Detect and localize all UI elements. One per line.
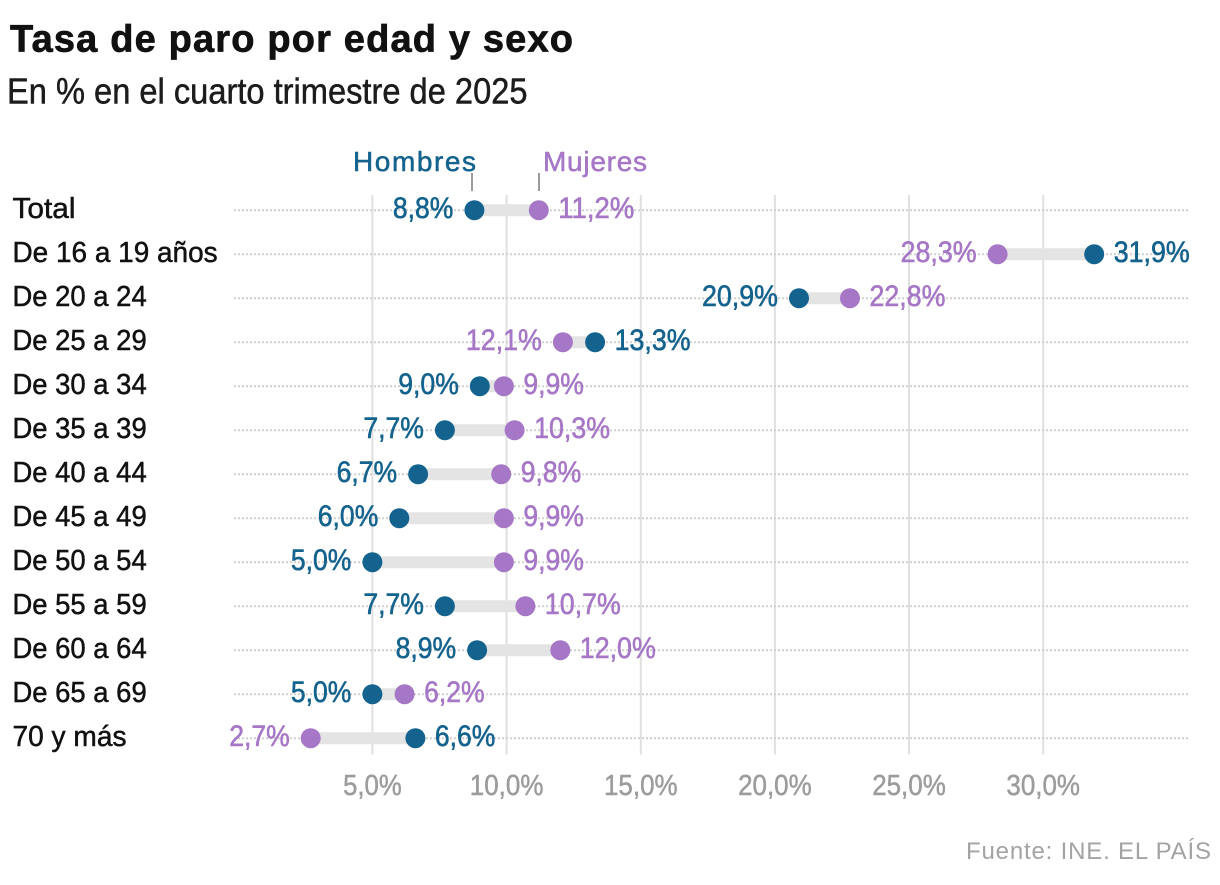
svg-text:31,9%: 31,9%	[1114, 236, 1190, 269]
svg-text:12,0%: 12,0%	[580, 632, 656, 665]
svg-text:5,0%: 5,0%	[291, 676, 352, 709]
svg-text:De 65 a 69: De 65 a 69	[13, 677, 147, 709]
svg-text:De 45 a 49: De 45 a 49	[13, 501, 147, 533]
svg-text:8,8%: 8,8%	[393, 192, 454, 225]
svg-text:13,3%: 13,3%	[615, 324, 691, 357]
svg-text:De 60 a 64: De 60 a 64	[13, 633, 147, 665]
svg-text:Hombres: Hombres	[353, 146, 476, 177]
svg-text:2,7%: 2,7%	[229, 720, 290, 753]
svg-text:9,9%: 9,9%	[523, 500, 584, 533]
svg-text:5,0%: 5,0%	[291, 544, 352, 577]
svg-text:De 35 a 39: De 35 a 39	[13, 413, 147, 445]
svg-text:En % en el cuarto trimestre de: En % en el cuarto trimestre de 2025	[7, 71, 528, 112]
svg-text:De 40 a 44: De 40 a 44	[13, 457, 147, 489]
svg-text:9,9%: 9,9%	[523, 368, 584, 401]
svg-text:22,8%: 22,8%	[870, 280, 946, 313]
svg-text:6,6%: 6,6%	[435, 720, 496, 753]
svg-text:10,3%: 10,3%	[534, 412, 610, 445]
svg-text:De 25 a 29: De 25 a 29	[13, 325, 147, 357]
svg-text:Total: Total	[13, 193, 76, 225]
svg-text:20,9%: 20,9%	[702, 280, 778, 313]
svg-text:10,0%: 10,0%	[470, 770, 544, 802]
svg-text:10,7%: 10,7%	[545, 588, 621, 621]
svg-text:Fuente: INE. EL PAÍS: Fuente: INE. EL PAÍS	[966, 838, 1211, 865]
svg-text:20,0%: 20,0%	[738, 770, 812, 802]
svg-text:6,2%: 6,2%	[424, 676, 485, 709]
svg-text:Mujeres: Mujeres	[543, 146, 647, 177]
svg-text:De 55 a 59: De 55 a 59	[13, 589, 147, 621]
svg-text:De 50 a 54: De 50 a 54	[13, 545, 147, 577]
svg-text:15,0%: 15,0%	[604, 770, 678, 802]
svg-text:De 20 a 24: De 20 a 24	[13, 281, 147, 313]
svg-text:8,9%: 8,9%	[396, 632, 457, 665]
svg-text:6,7%: 6,7%	[337, 456, 398, 489]
svg-text:30,0%: 30,0%	[1006, 770, 1080, 802]
svg-text:7,7%: 7,7%	[363, 412, 424, 445]
svg-text:9,8%: 9,8%	[521, 456, 582, 489]
svg-text:Tasa de paro por edad y sexo: Tasa de paro por edad y sexo	[10, 19, 573, 61]
svg-text:De 16 a 19 años: De 16 a 19 años	[13, 237, 218, 269]
svg-text:25,0%: 25,0%	[872, 770, 946, 802]
svg-text:9,0%: 9,0%	[398, 368, 459, 401]
svg-text:70 y más: 70 y más	[13, 721, 127, 753]
svg-text:28,3%: 28,3%	[901, 236, 977, 269]
svg-text:9,9%: 9,9%	[523, 544, 584, 577]
svg-text:De 30 a 34: De 30 a 34	[13, 369, 147, 401]
svg-text:12,1%: 12,1%	[466, 324, 542, 357]
svg-text:6,0%: 6,0%	[318, 500, 379, 533]
svg-text:5,0%: 5,0%	[343, 770, 402, 802]
svg-text:11,2%: 11,2%	[558, 192, 634, 225]
svg-text:7,7%: 7,7%	[363, 588, 424, 621]
